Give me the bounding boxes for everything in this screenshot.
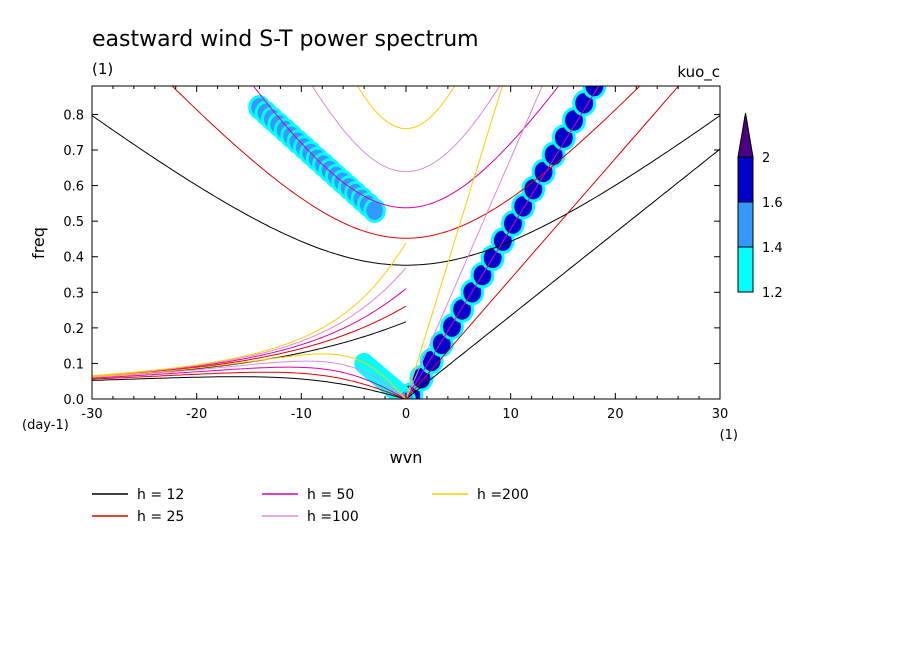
- mrg-curve-h200: [92, 242, 407, 377]
- er-curve-h12: [92, 376, 407, 399]
- y-axis-label: freq: [29, 227, 48, 259]
- legend-label: h = 12: [137, 487, 184, 503]
- x-tick-label: 20: [607, 407, 624, 422]
- colorbar: 1.2 1.4 1.6 2: [737, 112, 783, 301]
- kelvin-curve-h25: [405, 86, 680, 399]
- ig-curve-h50: [252, 86, 560, 209]
- dispersion-curves: [92, 86, 720, 399]
- colorbar-segment: [737, 246, 754, 293]
- kelvin-curve-h200: [405, 86, 503, 399]
- legend-label: h = 50: [307, 487, 354, 503]
- ig-curve-h200: [356, 86, 456, 130]
- kelvin-curve-h50: [405, 86, 600, 399]
- y-tick-label: 0.3: [63, 286, 84, 301]
- colorbar-label: 1.2: [762, 286, 783, 301]
- kelvin-wave-ridge: [544, 144, 563, 165]
- kelvin-curve-h100: [405, 86, 543, 399]
- kelvin-wave-ridge: [422, 350, 441, 372]
- chart-title: eastward wind S-T power spectrum: [92, 27, 479, 52]
- colorbar-segment: [737, 201, 754, 248]
- colorbar-label: 1.4: [762, 241, 783, 256]
- chart-subtitle: (1): [92, 60, 113, 78]
- kelvin-wave-ridge: [575, 92, 594, 114]
- y-unit-label: (day-1): [22, 418, 69, 433]
- x-tick-label: 30: [712, 407, 729, 422]
- x-tick-label: 10: [502, 407, 519, 422]
- y-tick-label: 0.5: [63, 215, 84, 230]
- y-tick-label: 0.6: [63, 180, 84, 195]
- er-curve-h25: [92, 371, 407, 399]
- x-tick-label: -10: [291, 407, 312, 422]
- ig-curve-h12: [92, 115, 720, 266]
- er-curve-h200: [92, 353, 407, 399]
- er-curve-h50: [92, 366, 407, 399]
- y-tick-label: 0.7: [63, 144, 84, 159]
- er-wave-band: [366, 201, 383, 220]
- colorbar-label: 2: [762, 151, 770, 166]
- y-tick-label: 0.2: [63, 322, 84, 337]
- colorbar-top-triangle: [737, 112, 754, 158]
- kelvin-wave-ridge: [565, 110, 583, 131]
- y-tick-label: 0.1: [63, 357, 84, 372]
- x-tick-label: -20: [186, 407, 207, 422]
- colorbar-segment: [737, 156, 754, 203]
- ig-curve-h100: [311, 86, 501, 173]
- ig-curve-h25: [171, 86, 641, 239]
- model-label: kuo_c: [677, 63, 720, 82]
- x-tick-label: 0: [402, 407, 410, 422]
- er-curve-h100: [92, 360, 407, 399]
- colorbar-label: 1.6: [762, 196, 783, 211]
- y-tick-label: 0.4: [63, 251, 84, 266]
- y-tick-label: 0.8: [63, 108, 84, 123]
- kelvin-curve-h12: [405, 148, 720, 399]
- x-axis-label: wvn: [390, 448, 423, 467]
- plot-frame: [91, 85, 721, 400]
- x-tick-label: -30: [81, 407, 102, 422]
- kelvin-wave-ridge: [554, 127, 573, 148]
- x-unit-label: (1): [720, 428, 738, 443]
- y-tick-label: 0.0: [63, 393, 84, 408]
- legend-label: h = 25: [137, 509, 184, 525]
- kelvin-wave-ridge: [585, 86, 604, 97]
- plot-area: -30 -20 -10 0 10 20 30 0.0 0.1 0.2 0.3 0.4 0.5 0.6 0.7…: [63, 85, 728, 422]
- legend: h = 12 h = 25 h = 50 h =100 h =200: [92, 487, 529, 525]
- kelvin-wave-ridge: [463, 282, 482, 303]
- axis-ticks: -30 -20 -10 0 10 20 30 0.0 0.1 0.2 0.3 0.4 0.5 0.6 0.7…: [63, 86, 728, 422]
- legend-label: h =100: [307, 509, 359, 525]
- legend-label: h =200: [477, 487, 529, 503]
